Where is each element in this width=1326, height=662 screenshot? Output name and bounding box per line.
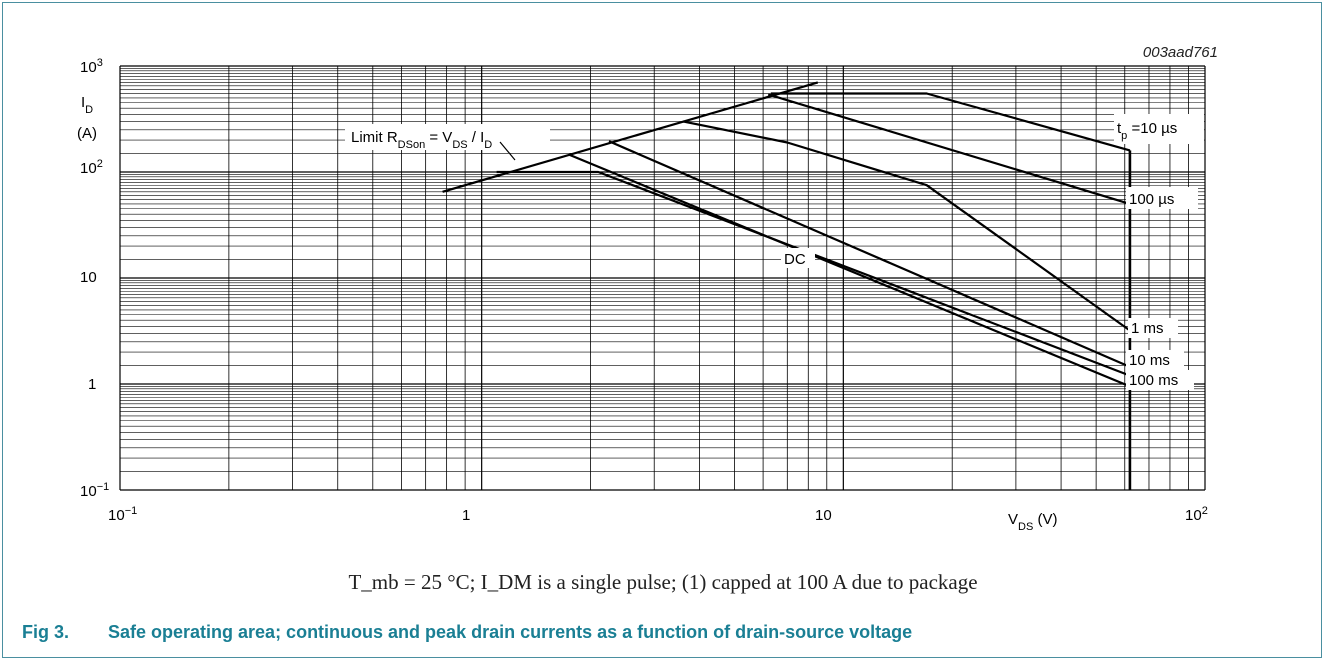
y-tick-label: 1 [88, 376, 96, 393]
y-tick-label: 10 [80, 269, 97, 286]
label-part: V [1008, 511, 1018, 528]
series-line [682, 120, 1131, 332]
series-line [442, 81, 819, 193]
label-bg-100us [1126, 187, 1198, 209]
series-line [496, 170, 1131, 377]
x-tick-label: 1 [462, 507, 470, 524]
series-line [608, 140, 1131, 368]
series-line [770, 92, 1131, 152]
figure-label: Fig 3. [22, 622, 70, 642]
curve-label-10ms: 10 ms [1129, 352, 1170, 369]
x-tick-label: 10−1 [108, 505, 137, 524]
y-axis-label: ID [81, 94, 93, 116]
curve-label-100ms: 100 ms [1129, 372, 1178, 389]
annotation-leader [499, 141, 516, 161]
x-axis-label: VDS (V) [1008, 511, 1057, 533]
x-tick-label: 10 [815, 507, 832, 524]
label-part: (A) [77, 125, 97, 142]
label-bg-1ms [1128, 318, 1178, 338]
label-part: DC [784, 251, 806, 268]
series-line [569, 153, 1131, 388]
label-part: D [484, 139, 492, 151]
label-bg-dc [781, 248, 815, 268]
label-part: Limit R [351, 129, 398, 146]
label-bg-100ms [1126, 370, 1194, 390]
label-part: 3 [97, 57, 103, 69]
label-part: 10 [80, 160, 97, 177]
limit-annotation: Limit RDSon = VDS / ID [351, 129, 492, 151]
label-part: DSon [398, 139, 426, 151]
label-part: 1 [88, 376, 96, 393]
curve-label-100us: 100 µs [1129, 191, 1174, 208]
label-part: 10 [1185, 507, 1202, 524]
label-part: D [85, 104, 93, 116]
label-bg-10us [1114, 114, 1204, 144]
grid-major [119, 65, 1206, 491]
label-part: =10 µs [1127, 120, 1177, 137]
curve-label-10us: tp =10 µs [1117, 120, 1177, 142]
label-part: t [1117, 120, 1122, 137]
curve-label-dc: DC [784, 251, 806, 268]
x-axis-label-bg [1003, 506, 1101, 530]
label-part: 100 µs [1129, 191, 1174, 208]
label-part: 2 [97, 158, 103, 170]
label-part: −1 [125, 505, 138, 517]
label-part: 10 [815, 507, 832, 524]
y-tick-label: 102 [80, 158, 103, 177]
label-part: 10 [108, 507, 125, 524]
label-part: 10 ms [1129, 352, 1170, 369]
figure-title: Fig 3. Safe operating area; continuous an… [22, 622, 912, 643]
label-part: / I [468, 129, 485, 146]
figure-caption: T_mb = 25 °C; I_DM is a single pulse; (1… [348, 570, 978, 594]
label-bg-10ms [1126, 350, 1184, 370]
annotation-bg [345, 124, 550, 150]
label-part: 10 [80, 483, 97, 500]
figure-id: 003aad761 [1143, 44, 1218, 61]
label-part: I [81, 94, 85, 111]
label-part: 1 [462, 507, 470, 524]
label-part: DS [452, 139, 467, 151]
label-part: 10 [80, 269, 97, 286]
label-part: −1 [97, 481, 110, 493]
label-part: DS [1018, 521, 1033, 533]
label-part: 100 ms [1129, 372, 1178, 389]
figure-title-text: Safe operating area; continuous and peak… [108, 622, 913, 642]
series-line [767, 93, 1131, 205]
label-part: 10 [80, 59, 97, 76]
label-part: (V) [1033, 511, 1057, 528]
x-tick-label: 102 [1185, 505, 1208, 524]
label-part: 1 ms [1131, 320, 1164, 337]
label-part: = V [425, 129, 452, 146]
y-tick-label: 10−1 [80, 481, 109, 500]
label-part: 2 [1202, 505, 1208, 517]
label-part: p [1121, 130, 1127, 142]
y-tick-label: 103 [80, 57, 103, 76]
y-axis-unit: (A) [77, 125, 97, 142]
curve-label-1ms: 1 ms [1131, 320, 1164, 337]
